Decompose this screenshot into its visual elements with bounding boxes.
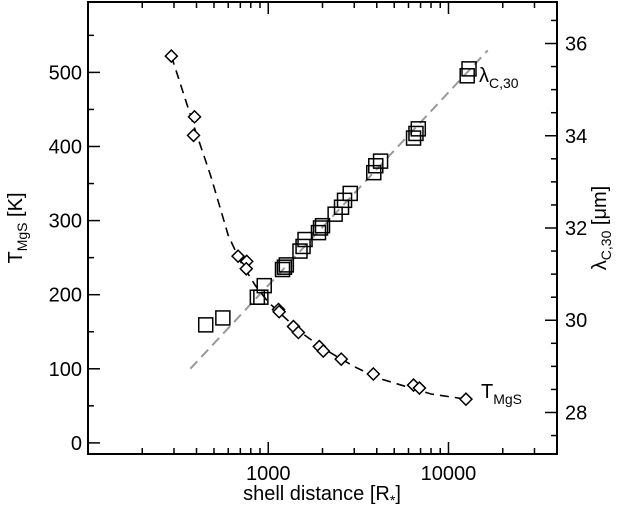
data-point-tmgs: [239, 261, 254, 276]
data-point-tmgs: [334, 352, 349, 367]
data-point-tmgs: [230, 249, 246, 264]
data-point-tmgs: [187, 109, 202, 124]
y-left-tick-label: 100: [49, 359, 82, 381]
data-point-lambda: [215, 310, 231, 326]
data-point-lambda: [278, 257, 295, 273]
series-label-lambda: λC,30: [479, 65, 519, 91]
fit-line-lambda: [189, 49, 489, 370]
data-point-lambda: [410, 121, 427, 137]
series-label-tmgs: TMgS: [481, 381, 522, 407]
data-point-tmgs: [316, 343, 331, 359]
y-right-tick-label: 32: [565, 218, 587, 240]
y-right-tick-label: 36: [565, 34, 587, 56]
data-point-lambda: [408, 125, 424, 142]
x-axis-ticks: 1000 10000: [87, 2, 558, 485]
data-point-tmgs: [458, 392, 474, 407]
data-point-tmgs: [272, 304, 287, 319]
y-left-tick-label: 500: [49, 62, 82, 84]
y-right-tick-label: 30: [565, 310, 587, 332]
x-tick-label: 1000: [246, 463, 291, 485]
data-point-lambda: [253, 289, 269, 305]
y-left-axis-ticks: 0 100 200 300 400 500: [49, 34, 100, 455]
y-right-axis-ticks: 28 30 32 34 36: [545, 19, 587, 437]
data-point-tmgs: [366, 366, 381, 382]
data-markers: [164, 49, 477, 407]
data-point-lambda: [274, 261, 291, 278]
y-right-tick-label: 34: [565, 126, 587, 148]
data-point-tmgs: [186, 128, 201, 143]
data-point-tmgs: [291, 325, 306, 340]
data-point-lambda: [461, 61, 477, 77]
y-right-tick-label: 28: [565, 402, 587, 424]
data-point-lambda: [342, 185, 358, 202]
data-point-lambda: [314, 217, 331, 234]
data-point-lambda: [368, 157, 384, 174]
data-point-lambda: [256, 277, 272, 294]
data-point-lambda: [292, 243, 308, 259]
y-left-axis-title: TMgS [K]: [5, 192, 30, 263]
data-point-lambda: [312, 220, 329, 236]
data-point-lambda: [372, 153, 389, 169]
y-left-tick-label: 400: [49, 136, 82, 158]
data-point-lambda: [405, 130, 422, 146]
x-tick-label: 10000: [421, 463, 477, 485]
data-point-lambda: [197, 317, 214, 333]
data-point-tmgs: [412, 380, 427, 396]
x-axis-title: shell distance [R*]: [243, 483, 401, 508]
data-point-lambda: [276, 259, 293, 275]
y-left-tick-label: 300: [49, 211, 82, 233]
y-left-tick-label: 0: [71, 433, 82, 455]
y-left-tick-label: 200: [49, 285, 82, 307]
data-point-tmgs: [164, 49, 179, 64]
y-right-axis-title: λC,30 [μm]: [589, 186, 614, 270]
